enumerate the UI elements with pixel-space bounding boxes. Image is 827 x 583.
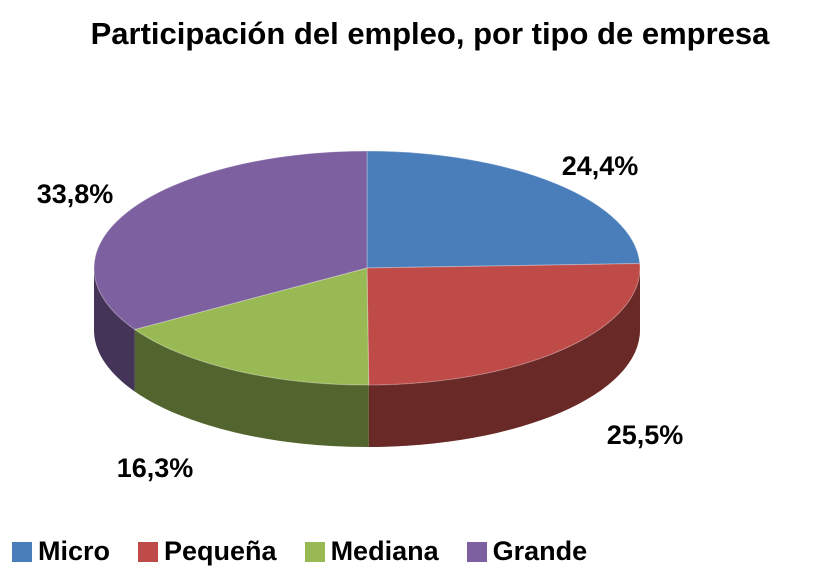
legend-item: Micro <box>12 536 110 567</box>
legend-label: Mediana <box>330 536 439 566</box>
legend-swatch <box>466 541 487 562</box>
legend-item: Pequeña <box>138 536 277 567</box>
legend: Micro Pequeña Mediana Grande <box>12 536 587 567</box>
legend-item: Grande <box>466 536 588 567</box>
legend-swatch <box>138 541 159 562</box>
chart-title: Participación del empleo, por tipo de em… <box>90 16 770 51</box>
slice <box>366 263 641 386</box>
legend-label: Grande <box>492 536 588 566</box>
data-label: 25,5% <box>607 420 684 450</box>
legend-item: Mediana <box>304 536 439 567</box>
legend-label: Pequeña <box>164 536 277 566</box>
slice-side <box>368 268 640 447</box>
slice-side-shade <box>94 268 135 392</box>
data-label: 33,8% <box>37 179 114 209</box>
data-label: 24,4% <box>562 151 639 181</box>
slice-side <box>134 329 369 447</box>
data-label: 16,3% <box>117 453 194 483</box>
legend-swatch <box>12 541 32 562</box>
slice <box>93 150 368 330</box>
legend-swatch <box>304 541 325 562</box>
slice-side <box>94 268 135 392</box>
legend-label: Micro <box>38 536 111 566</box>
slice-side-shade <box>368 268 640 447</box>
slice-side-shade <box>134 329 369 447</box>
slice <box>366 150 641 269</box>
slice <box>133 267 370 386</box>
